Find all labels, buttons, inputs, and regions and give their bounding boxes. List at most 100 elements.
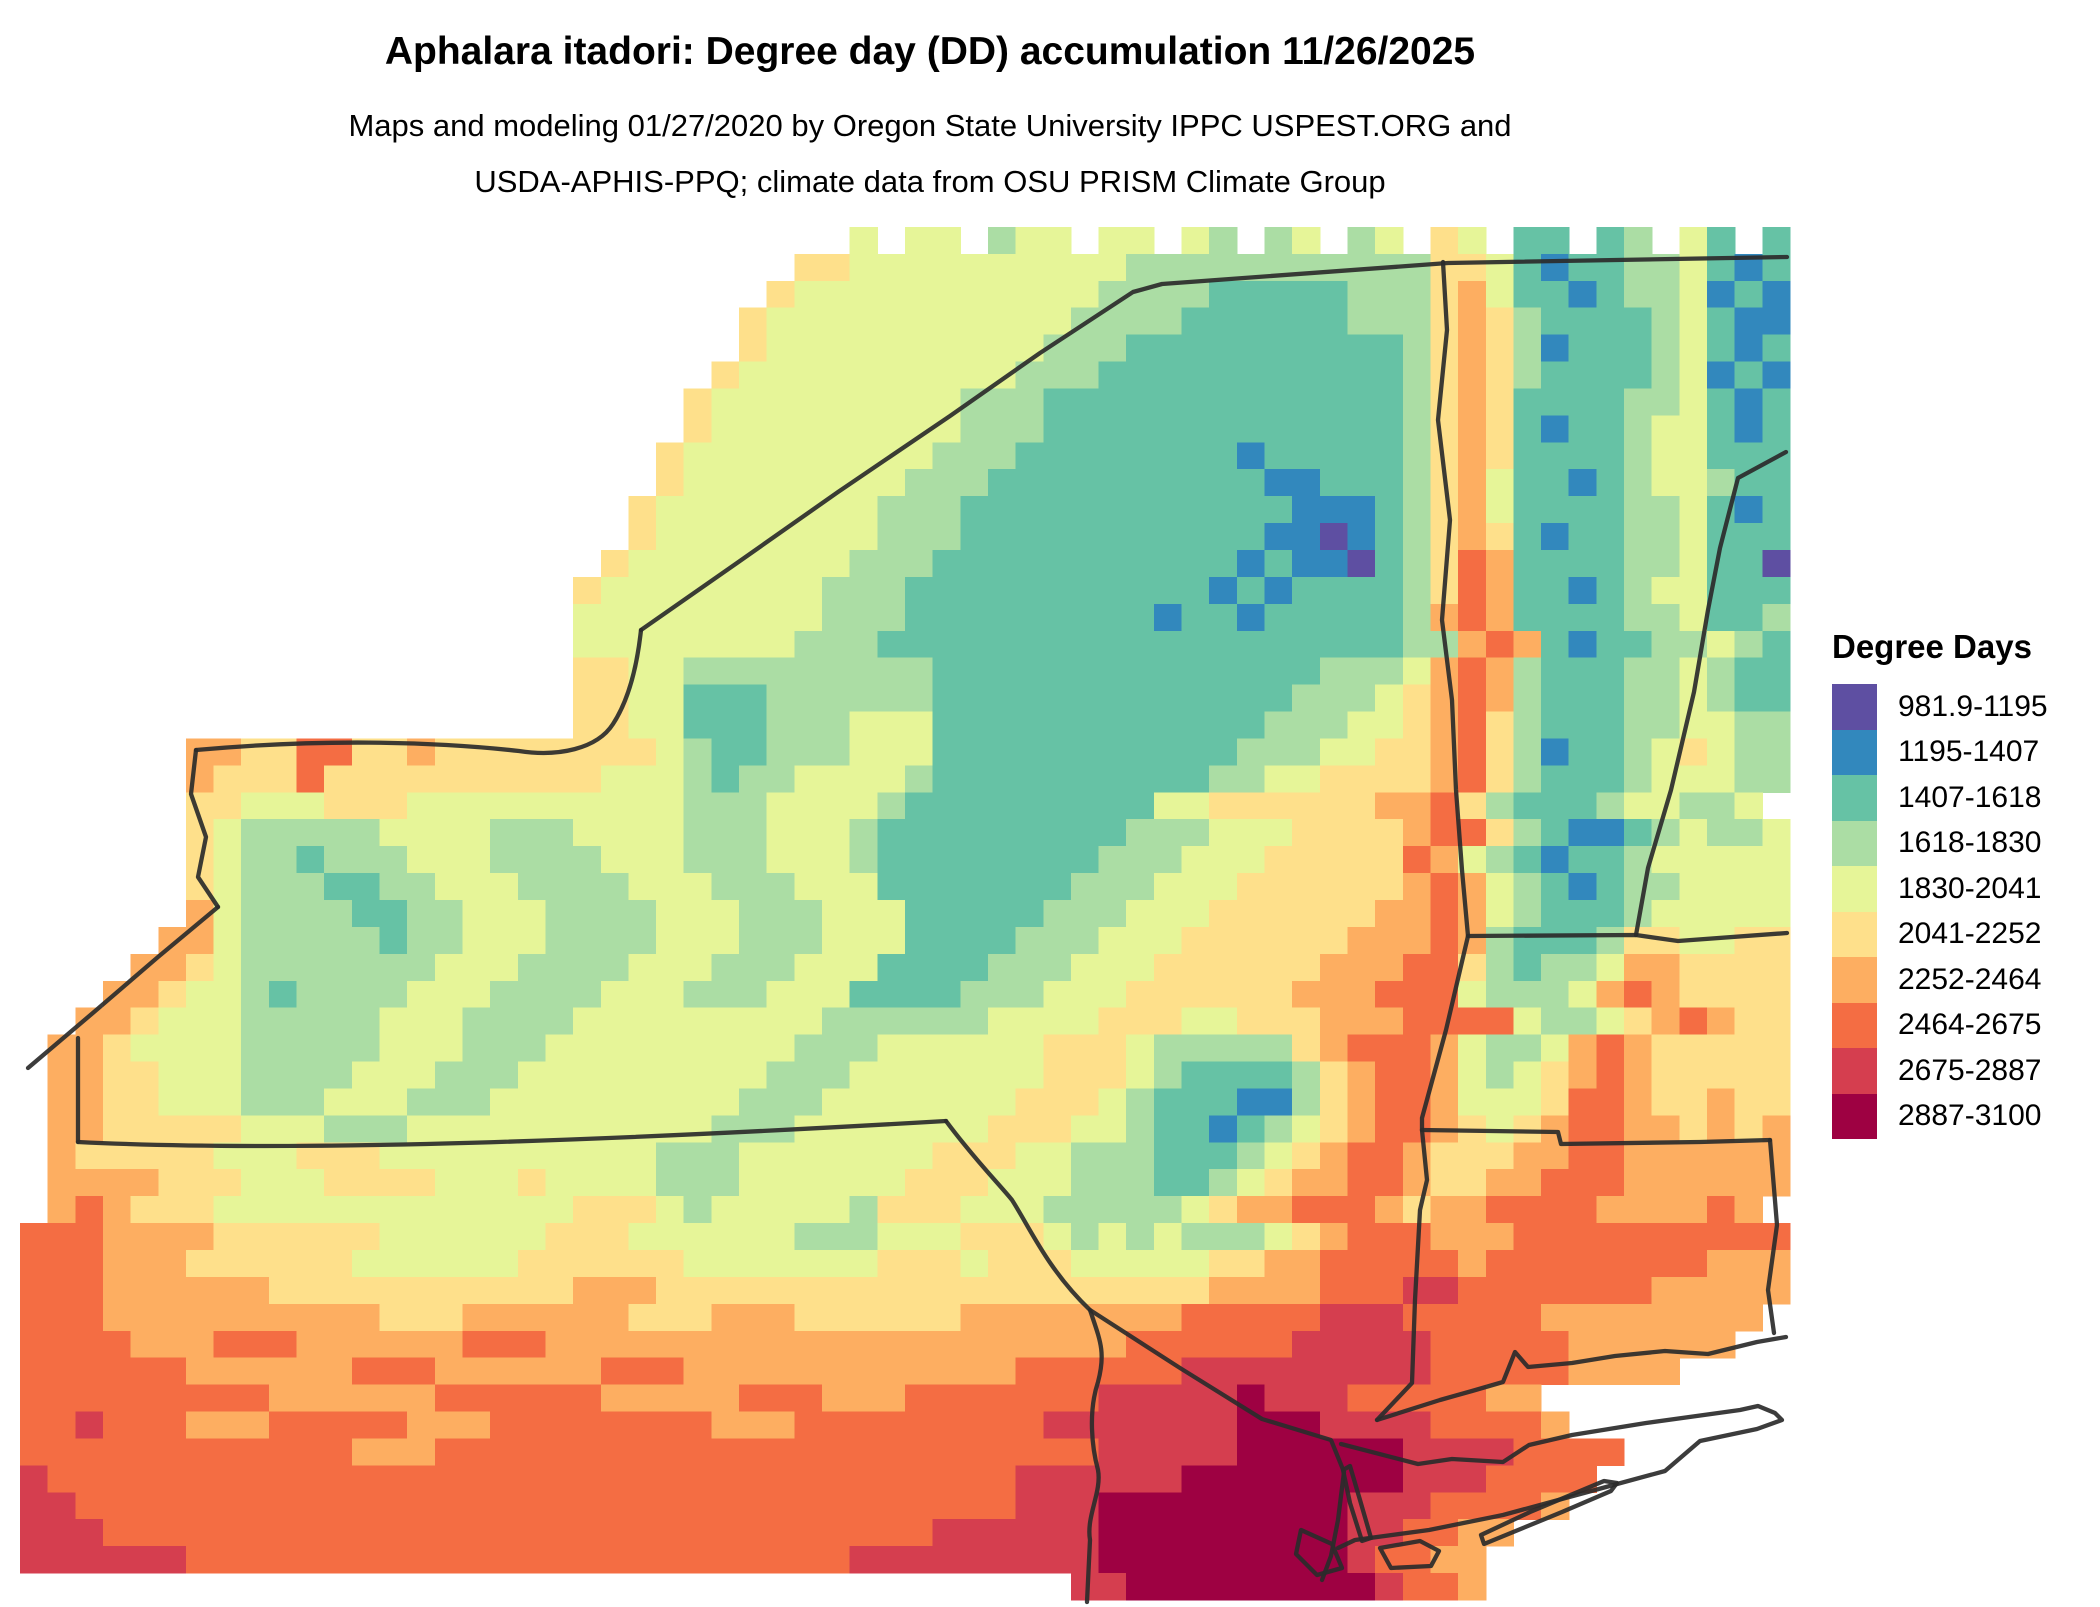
legend-swatch — [1832, 1048, 1877, 1094]
raster-cell — [1402, 630, 1432, 659]
raster-cell — [1596, 1223, 1625, 1251]
raster-cell — [47, 1465, 76, 1493]
raster-cell — [1153, 1061, 1183, 1089]
raster-cell — [1319, 684, 1349, 713]
raster-cell — [1126, 253, 1155, 282]
raster-cell — [683, 657, 712, 686]
raster-cell — [213, 1492, 242, 1520]
raster-cell — [1347, 792, 1376, 820]
raster-cell — [158, 1061, 187, 1089]
raster-cell — [1319, 1384, 1349, 1413]
raster-cell — [1347, 388, 1376, 416]
raster-cell — [1707, 442, 1736, 470]
raster-cell — [379, 1519, 408, 1547]
raster-cell — [822, 1465, 851, 1493]
raster-cell — [794, 280, 823, 309]
raster-cell — [1679, 953, 1708, 982]
raster-cell — [1375, 792, 1404, 820]
raster-cell — [1734, 873, 1763, 901]
raster-cell — [766, 873, 795, 901]
raster-cell — [1513, 953, 1542, 982]
raster-cell — [351, 1384, 381, 1413]
raster-cell — [932, 1088, 961, 1116]
raster-cell — [1181, 307, 1210, 336]
raster-cell — [1679, 900, 1708, 928]
raster-cell — [103, 1546, 132, 1574]
legend-label: 1195-1407 — [1898, 735, 2040, 769]
raster-cell — [545, 1384, 574, 1413]
raster-cell — [1485, 1384, 1515, 1413]
raster-cell — [1651, 711, 1680, 739]
raster-cell — [932, 1061, 961, 1089]
raster-cell — [130, 1384, 159, 1413]
raster-cell — [1070, 415, 1100, 443]
raster-cell — [1098, 630, 1127, 659]
raster-cell — [1458, 334, 1487, 363]
raster-cell — [711, 442, 740, 470]
raster-cell — [185, 1276, 215, 1305]
raster-cell — [75, 1465, 104, 1493]
raster-cell — [1679, 523, 1708, 551]
raster-cell — [1402, 765, 1432, 793]
raster-cell — [1347, 1142, 1376, 1170]
raster-cell — [1153, 738, 1183, 766]
legend-swatch — [1832, 911, 1877, 957]
raster-cell — [1762, 307, 1791, 336]
raster-cell — [1430, 1303, 1459, 1332]
raster-cell — [1209, 926, 1238, 955]
raster-cell — [628, 1169, 657, 1197]
raster-cell — [656, 630, 685, 659]
raster-cell — [877, 307, 906, 336]
raster-cell — [932, 1411, 961, 1439]
raster-cell — [849, 684, 878, 713]
raster-cell — [794, 550, 823, 578]
raster-cell — [1043, 253, 1072, 282]
raster-cell — [1292, 819, 1321, 847]
raster-cell — [1402, 576, 1432, 605]
raster-cell — [1015, 819, 1044, 847]
raster-cell — [1624, 523, 1653, 551]
raster-cell — [379, 1357, 408, 1386]
raster-cell — [517, 1169, 547, 1197]
raster-cell — [932, 711, 961, 739]
raster-cell — [822, 603, 851, 632]
raster-cell — [683, 819, 712, 847]
raster-cell — [1375, 1276, 1404, 1305]
raster-cell — [1181, 1546, 1210, 1574]
raster-cell — [1126, 1142, 1155, 1170]
raster-cell — [47, 1384, 76, 1413]
raster-cell — [1153, 1303, 1183, 1332]
raster-cell — [1098, 1465, 1127, 1493]
raster-cell — [988, 550, 1017, 578]
raster-cell — [1541, 334, 1570, 363]
raster-cell — [1153, 1411, 1183, 1439]
raster-cell — [1043, 873, 1072, 901]
raster-cell — [573, 576, 602, 605]
raster-cell — [656, 1276, 685, 1305]
raster-cell — [1624, 442, 1653, 470]
raster-cell — [1651, 900, 1680, 928]
raster-cell — [739, 496, 768, 524]
raster-cell — [905, 1492, 934, 1520]
state-borders — [25, 254, 1790, 1605]
raster-cell — [185, 1115, 215, 1143]
raster-cell — [1181, 1465, 1210, 1493]
raster-cell — [1319, 523, 1349, 551]
raster-cell — [1153, 1519, 1183, 1547]
raster-cell — [988, 253, 1017, 282]
raster-cell — [1126, 1061, 1155, 1089]
raster-cell — [351, 792, 381, 820]
raster-cell — [1098, 1223, 1127, 1251]
raster-cell — [683, 953, 712, 982]
raster-cell — [711, 388, 740, 416]
raster-cell — [960, 603, 989, 632]
raster-cell — [1347, 1276, 1376, 1305]
raster-cell — [1236, 523, 1266, 551]
raster-cell — [932, 980, 961, 1009]
raster-cell — [379, 1061, 408, 1089]
raster-cell — [573, 1519, 602, 1547]
raster-cell — [1402, 1007, 1432, 1036]
raster-cell — [1209, 1061, 1238, 1089]
raster-cell — [1485, 1276, 1515, 1305]
raster-cell — [932, 1142, 961, 1170]
